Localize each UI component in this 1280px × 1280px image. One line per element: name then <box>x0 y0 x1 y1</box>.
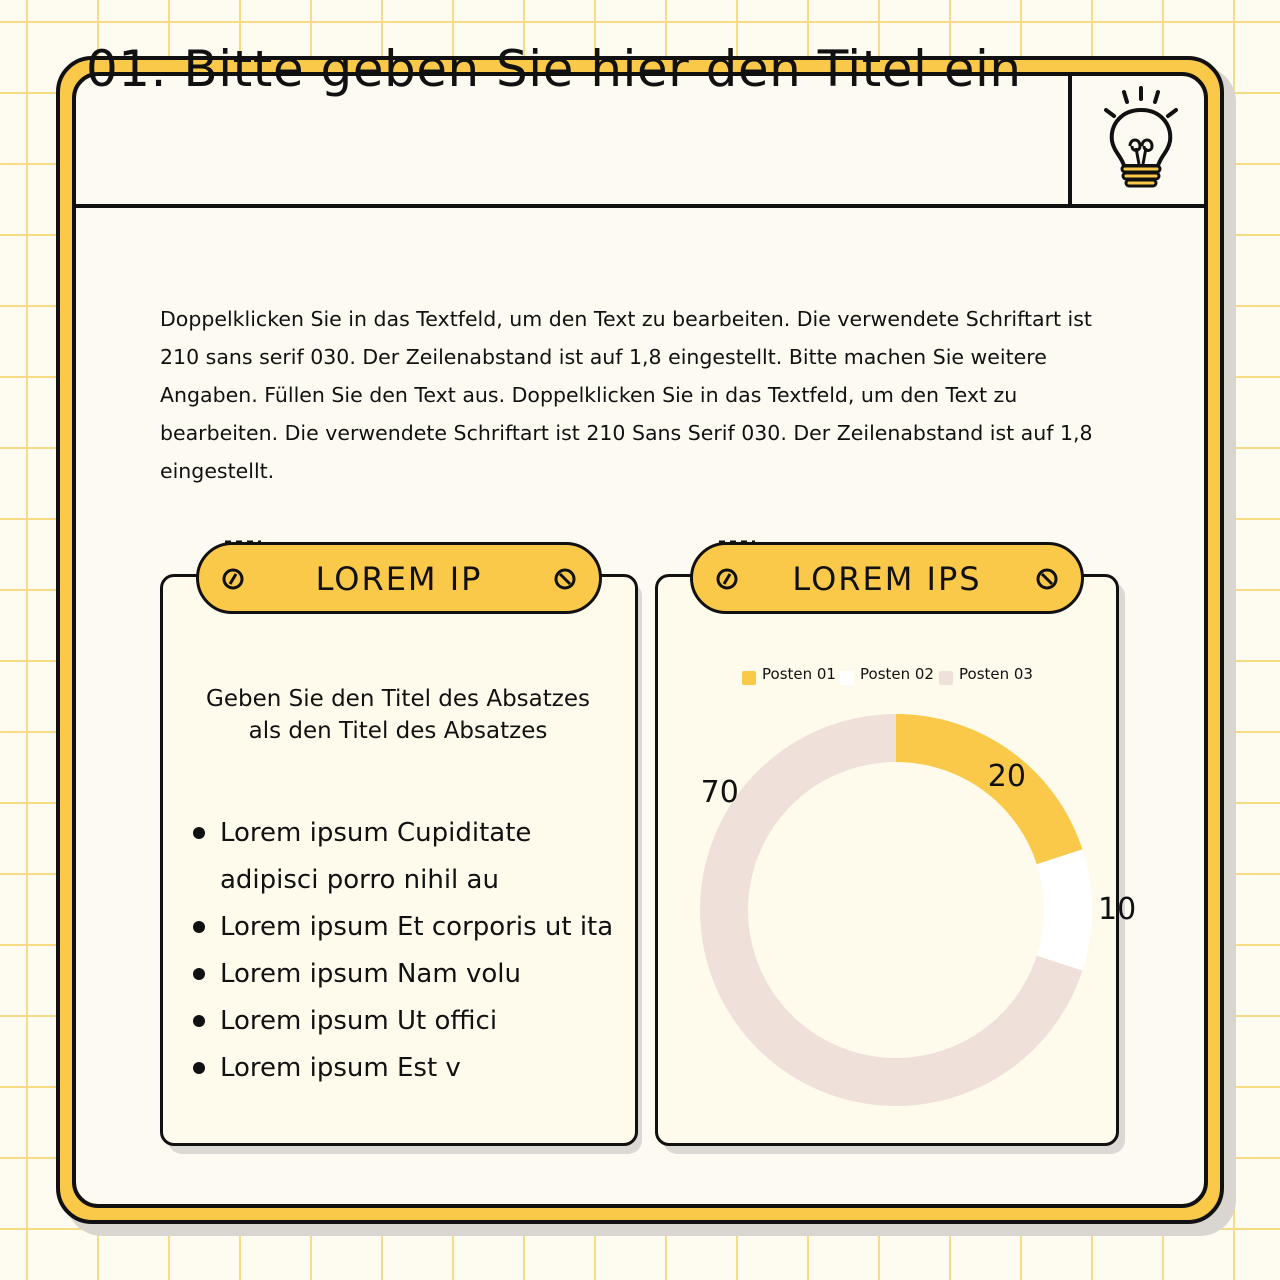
header-separator <box>76 204 1204 208</box>
right-card-header: LOREM IPS <box>690 540 1084 614</box>
bullet-list: Lorem ipsum Cupiditate adipisci porro ni… <box>190 810 620 1092</box>
lightbulb-icon <box>1104 86 1178 188</box>
legend-swatch <box>742 671 756 685</box>
page-title: 01. Bitte geben Sie hier den Titel ein <box>86 40 1022 98</box>
donut-chart <box>700 714 1092 1106</box>
intro-text: Doppelklicken Sie in das Textfeld, um de… <box>160 307 1093 483</box>
legend-label: Posten 01 <box>762 665 836 683</box>
paragraph-title: Geben Sie den Titel des Absatzes als den… <box>206 686 590 744</box>
data-label: 70 <box>700 774 739 810</box>
legend-swatch <box>840 671 854 685</box>
legend-item: Posten 02 <box>840 665 934 685</box>
chart-legend: Posten 01 Posten 02 Posten 03 <box>740 665 1070 691</box>
donut-slice-1 <box>896 714 1083 865</box>
header-dash <box>719 540 755 544</box>
data-label: 10 <box>1098 892 1137 927</box>
right-card-label: LOREM IPS <box>792 560 982 598</box>
data-label: 20 <box>987 758 1026 794</box>
slash-circle-icon <box>1036 568 1058 590</box>
legend-label: Posten 02 <box>860 665 934 683</box>
legend-item: Posten 03 <box>939 665 1033 685</box>
header-dash <box>225 540 261 544</box>
list-item: Lorem ipsum Ut offici <box>190 998 620 1045</box>
list-item: Lorem ipsum Est v <box>190 1045 620 1092</box>
slash-circle-icon <box>554 568 576 590</box>
left-card-header: LOREM IP <box>196 540 602 614</box>
list-item: Lorem ipsum Et corporis ut ita <box>190 904 620 951</box>
list-item: Lorem ipsum Nam volu <box>190 951 620 998</box>
header-divider <box>1068 76 1072 206</box>
legend-item: Posten 01 <box>742 665 836 685</box>
legend-swatch <box>939 671 953 685</box>
slash-circle-icon <box>222 568 244 590</box>
donut-slice-2 <box>1036 849 1092 971</box>
slash-circle-icon <box>716 568 738 590</box>
legend-label: Posten 03 <box>959 665 1033 683</box>
list-item: Lorem ipsum Cupiditate adipisci porro ni… <box>190 810 620 904</box>
left-card-label: LOREM IP <box>315 560 483 598</box>
left-card <box>160 574 638 1146</box>
